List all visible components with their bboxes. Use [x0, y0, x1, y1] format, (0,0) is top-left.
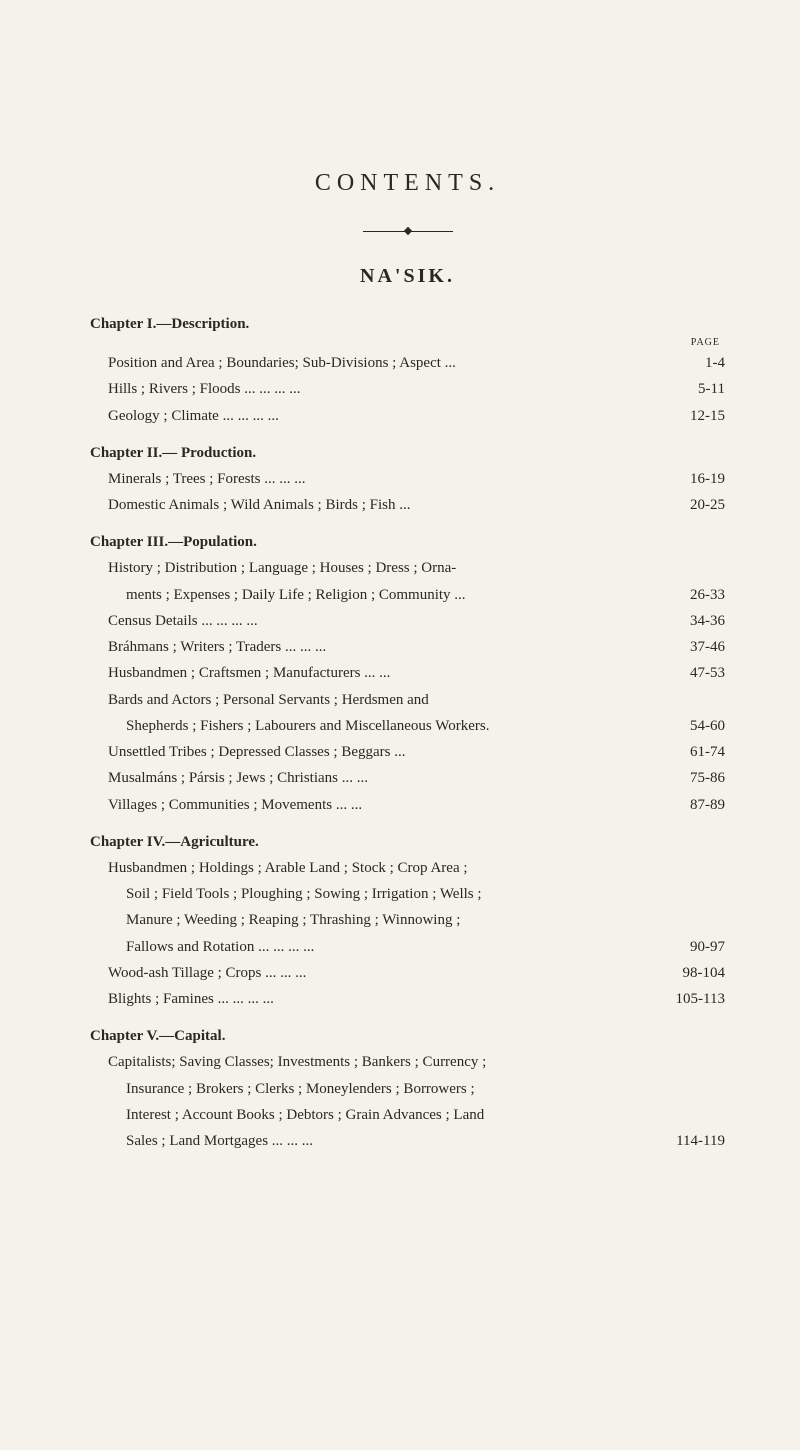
entry-text: ments ; Expenses ; Daily Life ; Religion… — [126, 582, 655, 608]
entry-text: Blights ; Famines ... ... ... ... — [108, 986, 655, 1012]
entry-page: 61-74 — [655, 739, 725, 765]
entry-page: 5-11 — [655, 376, 725, 402]
entry-text: Domestic Animals ; Wild Animals ; Birds … — [108, 492, 655, 518]
entry-text: Musalmáns ; Pársis ; Jews ; Christians .… — [108, 765, 655, 791]
entry-text: Manure ; Weeding ; Reaping ; Thrashing ;… — [126, 907, 655, 933]
page-column-label: PAGE — [90, 337, 725, 348]
toc-entry: Manure ; Weeding ; Reaping ; Thrashing ;… — [126, 907, 725, 933]
toc-entry: Blights ; Famines ... ... ... ... 105-11… — [108, 986, 725, 1012]
toc-entry: Villages ; Communities ; Movements ... .… — [108, 792, 725, 818]
entry-page: 20-25 — [655, 492, 725, 518]
entry-text: History ; Distribution ; Language ; Hous… — [108, 555, 655, 581]
toc-entry: Geology ; Climate ... ... ... ... 12-15 — [108, 403, 725, 429]
chapter-heading: Chapter IV.—Agriculture. — [90, 834, 725, 851]
entry-text: Bards and Actors ; Personal Servants ; H… — [108, 687, 655, 713]
toc-entry: Capitalists; Saving Classes; Investments… — [108, 1049, 725, 1075]
toc-entry: History ; Distribution ; Language ; Hous… — [108, 555, 725, 581]
entry-text: Sales ; Land Mortgages ... ... ... — [126, 1128, 655, 1154]
chapter-block: Chapter III.—Population. History ; Distr… — [90, 534, 725, 818]
entry-text: Wood-ash Tillage ; Crops ... ... ... — [108, 960, 655, 986]
ornament-icon — [363, 231, 453, 232]
toc-entry: Minerals ; Trees ; Forests ... ... ... 1… — [108, 466, 725, 492]
toc-entry: ments ; Expenses ; Daily Life ; Religion… — [126, 582, 725, 608]
entry-page: 98-104 — [655, 960, 725, 986]
chapter-block: Chapter V.—Capital. Capitalists; Saving … — [90, 1028, 725, 1154]
toc-entry: Shepherds ; Fishers ; Labourers and Misc… — [126, 713, 725, 739]
toc-entry: Census Details ... ... ... ... 34-36 — [108, 608, 725, 634]
entry-page: 26-33 — [655, 582, 725, 608]
toc-entry: Sales ; Land Mortgages ... ... ... 114-1… — [126, 1128, 725, 1154]
chapter-block: Chapter II.— Production. Minerals ; Tree… — [90, 445, 725, 519]
entry-page: 114-119 — [655, 1128, 725, 1154]
entry-text: Bráhmans ; Writers ; Traders ... ... ... — [108, 634, 655, 660]
entry-page: 54-60 — [655, 713, 725, 739]
entry-page: 47-53 — [655, 660, 725, 686]
toc-entry: Husbandmen ; Craftsmen ; Manufacturers .… — [108, 660, 725, 686]
toc-entry: Husbandmen ; Holdings ; Arable Land ; St… — [108, 855, 725, 881]
entry-text: Position and Area ; Boundaries; Sub-Divi… — [108, 350, 655, 376]
entry-page: 34-36 — [655, 608, 725, 634]
toc-entry: Bards and Actors ; Personal Servants ; H… — [108, 687, 725, 713]
entry-page: 105-113 — [655, 986, 725, 1012]
toc-entry: Fallows and Rotation ... ... ... ... 90-… — [126, 934, 725, 960]
entry-text: Villages ; Communities ; Movements ... .… — [108, 792, 655, 818]
toc-entry: Interest ; Account Books ; Debtors ; Gra… — [126, 1102, 725, 1128]
toc-entry: Soil ; Field Tools ; Ploughing ; Sowing … — [126, 881, 725, 907]
entry-text: Fallows and Rotation ... ... ... ... — [126, 934, 655, 960]
entry-page: 12-15 — [655, 403, 725, 429]
entry-text: Geology ; Climate ... ... ... ... — [108, 403, 655, 429]
toc-entry: Wood-ash Tillage ; Crops ... ... ... 98-… — [108, 960, 725, 986]
toc-entry: Hills ; Rivers ; Floods ... ... ... ... … — [108, 376, 725, 402]
chapter-heading: Chapter I.—Description. — [90, 316, 725, 333]
chapter-block: Chapter I.—Description. PAGE Position an… — [90, 316, 725, 429]
entry-page: 87-89 — [655, 792, 725, 818]
entry-page: 75-86 — [655, 765, 725, 791]
toc-entry: Bráhmans ; Writers ; Traders ... ... ...… — [108, 634, 725, 660]
entry-text: Capitalists; Saving Classes; Investments… — [108, 1049, 655, 1075]
toc-entry: Insurance ; Brokers ; Clerks ; Moneylend… — [126, 1076, 725, 1102]
entry-page: 16-19 — [655, 466, 725, 492]
entry-page: 37-46 — [655, 634, 725, 660]
entry-text: Shepherds ; Fishers ; Labourers and Misc… — [126, 713, 655, 739]
entry-text: Husbandmen ; Craftsmen ; Manufacturers .… — [108, 660, 655, 686]
chapter-block: Chapter IV.—Agriculture. Husbandmen ; Ho… — [90, 834, 725, 1013]
entry-text: Unsettled Tribes ; Depressed Classes ; B… — [108, 739, 655, 765]
toc-entry: Musalmáns ; Pársis ; Jews ; Christians .… — [108, 765, 725, 791]
entry-page: 90-97 — [655, 934, 725, 960]
toc-entry: Unsettled Tribes ; Depressed Classes ; B… — [108, 739, 725, 765]
entry-text: Census Details ... ... ... ... — [108, 608, 655, 634]
subtitle: NA'SIK. — [90, 265, 725, 288]
contents-title: CONTENTS. — [90, 170, 725, 197]
toc-entry: Domestic Animals ; Wild Animals ; Birds … — [108, 492, 725, 518]
page-content: CONTENTS. NA'SIK. Chapter I.—Description… — [90, 170, 725, 1154]
chapter-heading: Chapter V.—Capital. — [90, 1028, 725, 1045]
toc-entry: Position and Area ; Boundaries; Sub-Divi… — [108, 350, 725, 376]
entry-text: Hills ; Rivers ; Floods ... ... ... ... — [108, 376, 655, 402]
entry-text: Minerals ; Trees ; Forests ... ... ... — [108, 466, 655, 492]
chapter-heading: Chapter III.—Population. — [90, 534, 725, 551]
entry-text: Interest ; Account Books ; Debtors ; Gra… — [126, 1102, 655, 1128]
entry-text: Insurance ; Brokers ; Clerks ; Moneylend… — [126, 1076, 655, 1102]
entry-text: Soil ; Field Tools ; Ploughing ; Sowing … — [126, 881, 655, 907]
chapter-heading: Chapter II.— Production. — [90, 445, 725, 462]
entry-page: 1-4 — [655, 350, 725, 376]
entry-text: Husbandmen ; Holdings ; Arable Land ; St… — [108, 855, 655, 881]
ornament-divider — [90, 222, 725, 240]
